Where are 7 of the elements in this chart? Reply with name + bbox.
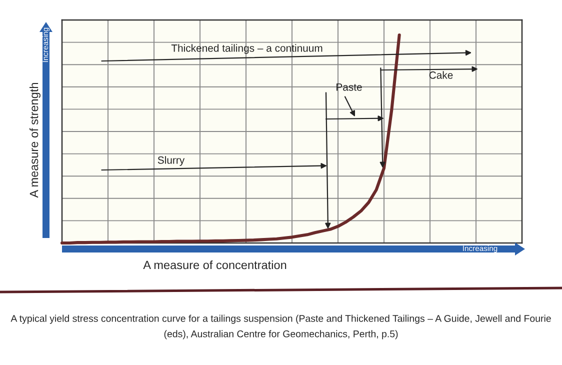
annotation: Paste	[336, 84, 362, 91]
x-axis-title: A measure of concentration	[143, 260, 286, 270]
annotation: Slurry	[158, 156, 185, 166]
annotation: Thickened tailings – a continuum	[171, 44, 322, 54]
y-axis-title: A measure of strength	[30, 83, 40, 198]
annotation: Cake	[429, 71, 453, 79]
text: A typical yield stress concentration curve for a tailings suspension (Paste and Thickened Tailings – A Guide, Jewell and Fourie (eds), Australian Centre for Geomechanics, Perth, p.5)	[10, 314, 551, 340]
